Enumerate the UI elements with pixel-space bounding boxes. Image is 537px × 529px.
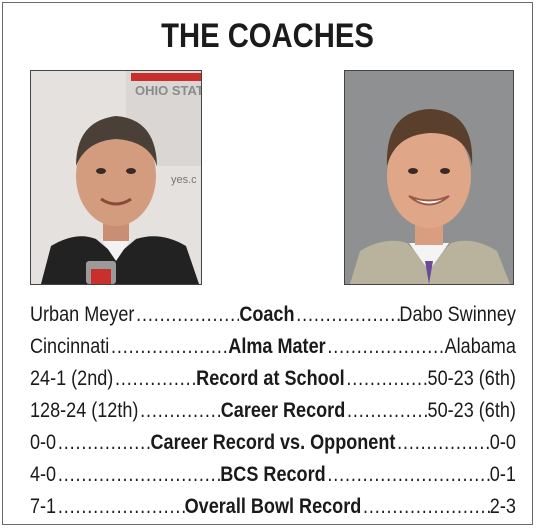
logo-text: OHIO STATE xyxy=(135,83,201,98)
table-row: Cincinnati Alma Mater Alabama xyxy=(30,331,516,363)
left-value: 0-0 xyxy=(30,431,57,454)
row-label: Career Record vs. Opponent xyxy=(150,431,396,454)
row-label: Alma Mater xyxy=(228,335,326,358)
left-value: 7-1 xyxy=(30,495,57,518)
comparison-table: Urban Meyer Coach Dabo Swinney Cincinnat… xyxy=(30,299,516,523)
table-row: 0-0 Career Record vs. Opponent 0-0 xyxy=(30,427,516,459)
right-value: Dabo Swinney xyxy=(399,303,516,326)
row-label: Overall Bowl Record xyxy=(184,495,362,518)
row-label: Record at School xyxy=(196,367,345,390)
right-value: 50-23 (6th) xyxy=(427,367,516,390)
right-value: 0-1 xyxy=(489,463,516,486)
coaches-panel: THE COACHES OHIO STATE yes.c xyxy=(2,2,533,525)
table-row: 7-1 Overall Bowl Record 2-3 xyxy=(30,491,516,523)
left-value: Cincinnati xyxy=(30,335,110,358)
coach-photo-right xyxy=(344,70,514,285)
panel-title: THE COACHES xyxy=(161,17,374,55)
person-icon xyxy=(345,71,513,284)
left-value: Urban Meyer xyxy=(30,303,135,326)
person-icon: OHIO STATE yes.c xyxy=(31,71,201,284)
table-row: 4-0 BCS Record 0-1 xyxy=(30,459,516,491)
left-value: 128-24 (12th) xyxy=(30,399,139,422)
left-value: 24-1 (2nd) xyxy=(30,367,114,390)
caption-text: yes.c xyxy=(171,174,197,186)
row-label: BCS Record xyxy=(220,463,326,486)
row-label: Career Record xyxy=(220,399,346,422)
row-label: Coach xyxy=(239,303,295,326)
coach-photo-left: OHIO STATE yes.c xyxy=(30,70,202,285)
right-value: 2-3 xyxy=(489,495,516,518)
table-row: 128-24 (12th) Career Record 50-23 (6th) xyxy=(30,395,516,427)
right-value: 0-0 xyxy=(489,431,516,454)
table-row: 24-1 (2nd) Record at School 50-23 (6th) xyxy=(30,363,516,395)
right-value: Alabama xyxy=(444,335,516,358)
left-value: 4-0 xyxy=(30,463,57,486)
right-value: 50-23 (6th) xyxy=(427,399,516,422)
table-row: Urban Meyer Coach Dabo Swinney xyxy=(30,299,516,331)
